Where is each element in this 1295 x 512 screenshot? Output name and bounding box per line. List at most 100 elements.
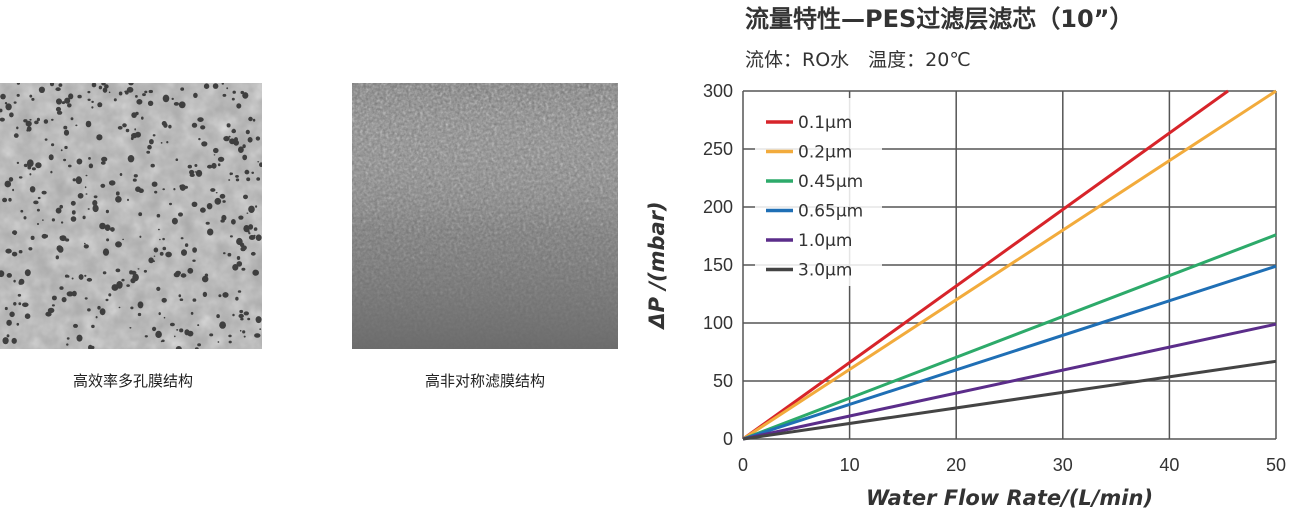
pore [162,188,165,191]
pore [254,333,261,338]
pore [232,264,239,271]
pore [4,102,8,105]
pore [2,337,9,345]
pore [235,175,239,178]
x-tick-label: 30 [1053,455,1073,475]
pore [68,93,74,100]
pore [171,217,178,225]
pore [194,347,199,349]
pore [129,270,134,275]
pore [246,177,251,182]
y-tick-label: 300 [703,81,733,101]
pore [18,302,22,306]
pore [239,309,244,314]
pore [87,98,91,101]
pore [12,188,15,192]
pore [4,180,12,188]
y-tick-label: 250 [703,139,733,159]
pore [156,213,161,218]
pore [95,316,98,319]
pore [101,156,108,162]
pore [223,252,226,255]
pore [106,238,110,242]
pore [75,124,78,127]
pore [59,286,64,290]
pore [117,126,123,130]
pore [34,120,39,125]
x-tick-label: 0 [738,455,748,475]
pore [102,271,107,275]
pore [176,329,179,331]
pore [6,319,12,326]
pore [206,203,213,210]
pore [187,330,194,337]
pore [156,286,161,291]
pore [168,124,172,129]
pore [115,268,121,273]
x-axis-label: Water Flow Rate/(L/min) [866,486,1153,510]
pore [24,313,31,319]
pore [98,85,103,90]
pore [191,201,198,207]
pore [147,144,152,150]
pore [25,120,32,127]
pore [83,244,89,249]
pore [84,186,87,189]
pore [146,150,151,154]
pore [64,145,68,150]
pore [255,234,262,241]
x-tick-label: 50 [1266,455,1286,475]
pore [248,205,255,213]
pore [55,255,59,260]
pore [56,110,63,115]
pore [248,232,251,235]
pore [190,311,194,315]
pore [240,317,244,321]
pore [16,93,20,97]
pore [133,174,138,178]
pore [57,246,64,253]
pore [192,247,198,253]
pore [64,274,69,278]
pore [84,274,87,277]
pore [241,267,246,271]
legend-box [755,98,882,286]
pore [217,163,221,167]
pore [248,116,253,122]
pore [136,99,143,105]
pore [122,238,124,241]
series-line [742,264,1277,441]
pore [92,200,98,206]
pore [127,155,135,163]
pore [91,324,95,329]
pore [217,156,225,162]
pore [178,212,183,217]
pore [122,123,127,128]
pore [161,297,167,303]
pore [63,129,70,136]
pore [178,294,182,298]
pore [246,212,249,214]
legend-label: 0.1µm [798,113,852,133]
pore [202,291,208,297]
pore [29,186,36,193]
asymmetric-membrane-caption: 高非对称滤膜结构 [424,372,545,390]
pore [259,162,262,167]
pore [59,235,63,240]
pore [99,222,106,230]
pore [192,259,196,262]
pore [105,298,109,302]
pore [51,143,55,147]
pore [132,178,137,182]
pore [193,92,198,98]
pore [16,322,20,326]
pore [91,106,94,109]
pore [197,343,202,347]
pore [70,200,76,206]
pore [223,136,230,142]
pore [13,101,17,104]
pore [51,118,54,121]
pore [91,83,97,88]
pore [29,118,32,121]
pore [211,162,217,169]
